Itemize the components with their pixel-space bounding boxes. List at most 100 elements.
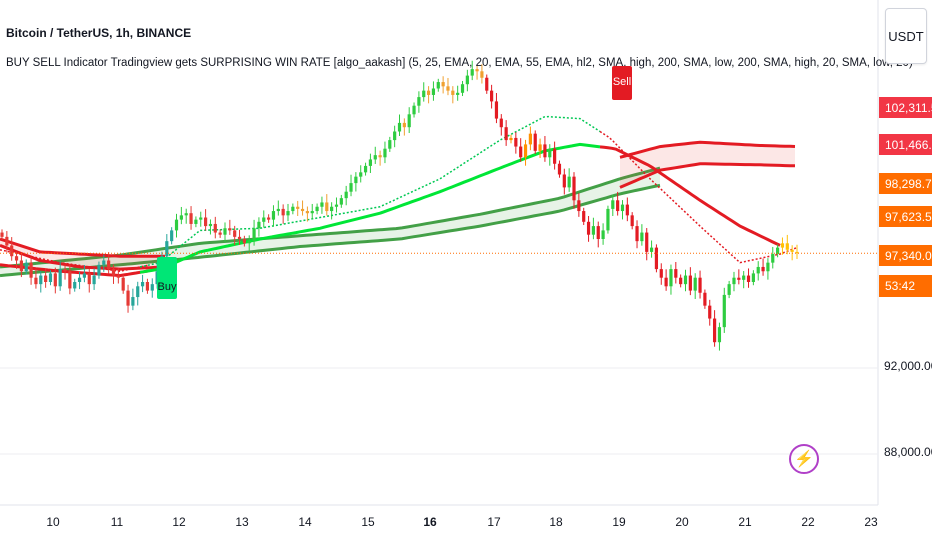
candle-body [174,219,179,231]
candle-body [722,294,726,328]
candle-body [199,217,203,220]
candle-body [131,297,135,306]
candle-body [649,247,654,252]
x-label: 22 [801,515,815,529]
candle-body [330,206,334,212]
candle-body [145,282,150,291]
x-label: 20 [675,515,689,529]
candle-body [24,262,28,272]
candle-body [698,277,702,293]
candle-body [499,118,503,128]
candle-body [383,148,387,158]
candle-body [257,221,261,229]
candle-body [514,137,518,147]
bar-countdown: 53:42 [879,275,932,297]
candle-body [344,191,348,199]
candle-body [397,122,402,132]
candle-body [262,217,266,222]
sma20-low-line-late [619,162,796,189]
candle-body [771,254,775,263]
x-label: 18 [549,515,563,529]
candle-body [136,286,140,298]
candle-body [44,275,48,282]
candle-body [218,232,222,235]
candle-body [683,275,688,285]
candle-body [616,200,620,212]
x-label: 16 [423,515,437,529]
candle-body [267,217,271,220]
candle-body [785,243,789,250]
candle-body [184,213,188,216]
candle-body [562,174,566,188]
price-tag-ema5: 97,623.55 [879,206,932,227]
x-label: 12 [172,515,186,529]
sma200-high-line [0,166,661,269]
candle-body [111,269,116,276]
candle-body [475,69,479,72]
candle-body [310,211,314,214]
candle-body [776,247,780,255]
candle-body [29,262,33,278]
buy-signal-badge: Buy [157,257,177,299]
x-label: 14 [298,515,312,529]
candle-body [742,275,746,280]
candle-body [732,277,736,285]
price-tag-sma20-low: 101,466.16 [879,134,932,155]
candle-body [422,90,426,98]
candle-body [305,211,309,214]
candle-body [756,266,760,274]
candle-body [567,176,571,188]
candle-body [737,277,741,280]
candle-body [378,155,382,158]
candle-body [679,277,683,285]
candle-body [456,92,460,95]
candle-body [490,90,494,102]
candle-body [504,127,508,141]
candle-body [635,226,639,242]
candle-body [276,208,280,212]
candle-body [553,148,557,164]
candle-body [640,232,644,242]
candle-body [77,277,82,282]
sma20-high-line-late [619,140,796,159]
candle-body [582,211,586,222]
candle-body [73,282,77,289]
candle-body [572,176,576,201]
indicator-title[interactable]: BUY SELL Indicator Tradingview gets SURP… [6,57,913,69]
candle-body [528,133,532,145]
candle-body [402,122,406,128]
candle-body [465,75,469,85]
ema55-line-down [599,145,781,247]
candle-body [460,84,465,93]
candle-body [213,223,217,233]
candle-body [674,269,678,278]
candle-body [412,105,416,115]
currency-button[interactable]: USDT [885,8,927,64]
candle-body [548,148,552,158]
candle-body [97,264,101,276]
candle-body [543,144,547,158]
candle-body [140,282,145,287]
candle-body [436,82,440,89]
candle-body [165,241,169,257]
candle-body [586,221,591,235]
candle-body [194,219,198,224]
candle-body [388,140,392,149]
candle-body [315,206,319,212]
candle-body [426,90,431,95]
candle-body [116,275,120,278]
ema20-line-down [599,130,797,264]
x-label: 15 [361,515,375,529]
lightning-icon[interactable]: ⚡ [789,444,819,474]
symbol-title[interactable]: Bitcoin / TetherUS, 1h, BINANCE [6,26,192,40]
candle-body [451,90,455,95]
candle-body [533,133,537,151]
candle-body [19,260,23,272]
x-label: 19 [612,515,626,529]
candle-body [625,204,629,216]
candle-body [208,223,213,227]
candle-body [688,275,692,291]
candle-body [751,273,755,282]
candle-body [53,273,57,287]
